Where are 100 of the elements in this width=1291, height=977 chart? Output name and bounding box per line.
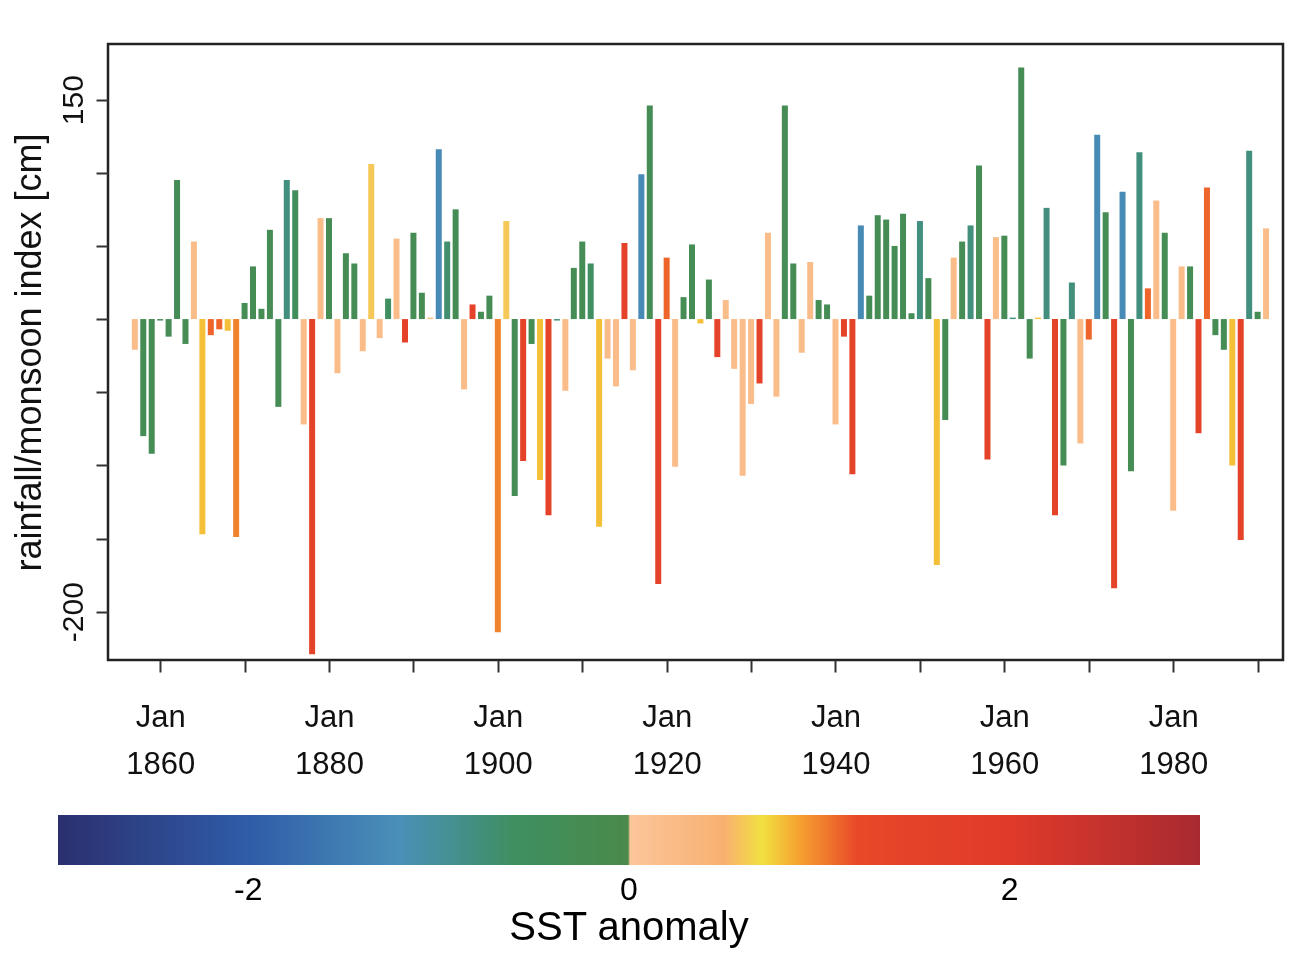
bar	[266, 229, 273, 320]
bar	[764, 232, 771, 320]
bar	[942, 319, 949, 421]
bar	[469, 304, 476, 320]
bar	[216, 319, 223, 330]
bar	[199, 319, 206, 535]
bar	[351, 263, 358, 320]
bar	[1077, 319, 1084, 444]
bar	[1068, 282, 1075, 320]
bar	[131, 319, 138, 350]
bar	[1187, 266, 1194, 320]
bar	[562, 319, 569, 391]
bar	[925, 278, 932, 320]
bar	[663, 257, 670, 320]
bar	[621, 242, 628, 320]
bar	[849, 319, 856, 475]
bar	[613, 319, 620, 387]
bar	[1060, 319, 1067, 466]
bar	[309, 319, 316, 655]
bar	[317, 218, 324, 320]
bar	[190, 241, 197, 320]
bar	[165, 319, 172, 337]
color-bar-label: 2	[1000, 871, 1019, 907]
bar	[908, 313, 915, 320]
bar	[545, 319, 552, 516]
x-tick-label: Jan 1880	[295, 698, 364, 781]
y-tick-label: 150	[55, 75, 89, 126]
bar	[376, 319, 383, 339]
bar	[579, 241, 586, 320]
bar	[1085, 319, 1092, 340]
bar	[1153, 200, 1160, 320]
bar	[984, 319, 991, 460]
bar	[300, 319, 307, 425]
bar	[655, 319, 662, 584]
bar	[393, 238, 400, 320]
color-bar-title: SST anomaly	[509, 904, 749, 948]
y-axis-title: rainfall/monsoon index [cm]	[7, 133, 49, 572]
bar	[866, 295, 873, 320]
bar	[688, 244, 695, 320]
bar	[1043, 207, 1050, 320]
bar	[739, 319, 746, 476]
bar	[224, 319, 231, 331]
bar	[511, 319, 518, 497]
bar	[1263, 228, 1270, 320]
bar	[807, 262, 814, 320]
bar	[570, 267, 577, 320]
bar	[359, 319, 366, 352]
color-bar-label: -2	[234, 871, 263, 907]
bar	[587, 263, 594, 320]
bar	[503, 221, 510, 320]
bar	[883, 219, 890, 320]
bar	[1119, 191, 1126, 320]
bar	[334, 319, 341, 374]
bar	[1178, 266, 1185, 320]
bar	[1170, 319, 1177, 511]
bar	[435, 149, 442, 320]
bar	[1094, 134, 1101, 320]
bar	[967, 225, 974, 320]
bar	[1246, 150, 1253, 320]
bar	[385, 298, 392, 320]
bar	[1144, 288, 1151, 320]
bar	[1254, 311, 1261, 320]
bar	[148, 319, 155, 454]
bar	[537, 319, 544, 481]
bar	[1111, 319, 1118, 589]
x-tick-label: Jan 1980	[1139, 698, 1209, 781]
bar	[1102, 212, 1109, 320]
bar	[1018, 67, 1025, 320]
bar	[933, 319, 940, 565]
bar	[233, 319, 240, 538]
bar	[790, 263, 797, 320]
x-tick-label: Jan 1960	[970, 698, 1040, 781]
bar	[900, 213, 907, 320]
bar	[680, 297, 687, 320]
bar	[705, 279, 712, 320]
y-tick-label: -200	[55, 582, 89, 643]
bar	[1220, 319, 1227, 350]
bar	[959, 241, 966, 320]
bar	[646, 105, 653, 320]
bar	[891, 245, 898, 320]
bar	[638, 174, 645, 320]
bar	[756, 319, 763, 384]
x-tick-label: Jan 1940	[801, 698, 871, 781]
bar	[1212, 319, 1219, 336]
bar	[250, 266, 257, 320]
bar	[258, 308, 265, 320]
bar	[874, 215, 881, 320]
bar	[629, 319, 636, 371]
bar	[596, 319, 603, 527]
bar	[824, 304, 831, 320]
bar	[722, 300, 729, 320]
bar	[992, 237, 999, 320]
bar	[486, 295, 493, 320]
bar	[781, 105, 788, 320]
bar	[342, 253, 349, 320]
bar	[520, 319, 527, 462]
bar	[207, 319, 214, 336]
x-tick-label: Jan 1920	[632, 698, 702, 781]
bar	[840, 319, 847, 337]
bar	[1001, 235, 1008, 320]
